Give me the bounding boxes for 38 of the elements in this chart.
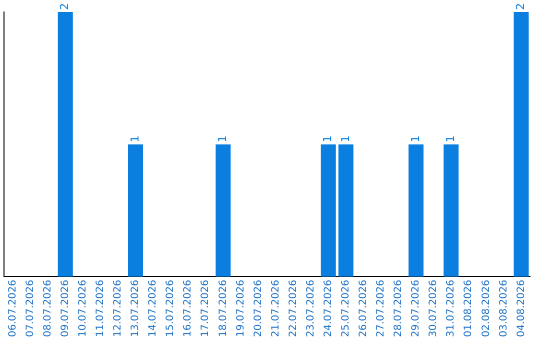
x-tick-label: 11.07.2026 bbox=[95, 280, 106, 338]
x-tick-label: 14.07.2026 bbox=[148, 280, 159, 338]
x-tick-label: 28.07.2026 bbox=[393, 280, 404, 338]
x-tick-label: 24.07.2026 bbox=[322, 280, 334, 338]
data-label: 1 bbox=[216, 135, 230, 142]
x-tick-label: 29.07.2026 bbox=[410, 280, 422, 338]
x-tick-label: 09.07.2026 bbox=[60, 280, 71, 338]
x-tick-label: 16.07.2026 bbox=[182, 280, 194, 338]
data-label: 1 bbox=[338, 135, 352, 142]
x-tick-label: 01.08.2026 bbox=[463, 280, 474, 338]
x-tick-label: 20.07.2026 bbox=[252, 280, 264, 338]
data-label: 2 bbox=[514, 3, 528, 10]
data-label: 1 bbox=[128, 135, 142, 142]
x-tick-label: 13.07.2026 bbox=[130, 280, 142, 338]
x-tick-label: 06.07.2026 bbox=[7, 280, 18, 338]
x-tick-label: 17.07.2026 bbox=[200, 280, 212, 338]
x-tick-label: 26.07.2026 bbox=[358, 280, 370, 338]
data-label: 1 bbox=[444, 135, 457, 142]
x-tick-label: 03.08.2026 bbox=[498, 280, 510, 338]
x-tick-label: 21.07.2026 bbox=[270, 280, 282, 338]
x-tick-label: 18.07.2026 bbox=[218, 280, 229, 338]
x-tick-label: 08.07.2026 bbox=[42, 280, 54, 338]
x-tick-label: 04.08.2026 bbox=[516, 280, 527, 338]
x-tick-label: 22.07.2026 bbox=[288, 280, 299, 338]
x-tick-label: 27.07.2026 bbox=[376, 280, 387, 338]
x-tick-label: 02.08.2026 bbox=[480, 280, 492, 338]
x-tick-label: 07.07.2026 bbox=[24, 280, 36, 338]
data-label: 1 bbox=[408, 135, 422, 142]
data-label: 2 bbox=[58, 3, 72, 10]
x-tick-label: 15.07.2026 bbox=[165, 280, 176, 338]
x-tick-label: 23.07.2026 bbox=[305, 280, 316, 338]
x-tick-label: 31.07.2026 bbox=[446, 280, 457, 338]
x-tick-label: 19.07.2026 bbox=[235, 280, 246, 338]
data-label: 1 bbox=[321, 135, 334, 142]
x-tick-label: 25.07.2026 bbox=[340, 280, 352, 338]
x-tick-label: 30.07.2026 bbox=[428, 280, 440, 338]
x-tick-label: 10.07.2026 bbox=[77, 280, 88, 338]
x-tick-label: 12.07.2026 bbox=[112, 280, 124, 338]
